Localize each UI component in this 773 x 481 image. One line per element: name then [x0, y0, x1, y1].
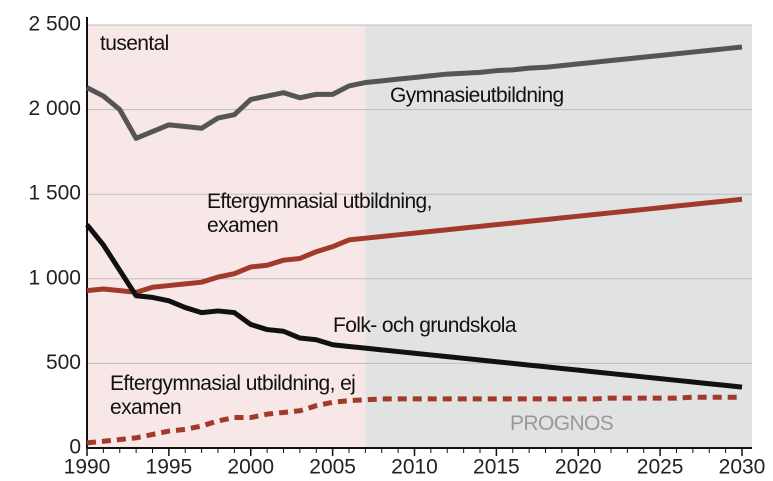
x-tick-label: 2020	[555, 456, 602, 479]
series-label: Eftergymnasial utbildning, examen	[207, 190, 432, 237]
x-tick-label: 1995	[146, 456, 193, 479]
x-tick-label: 2030	[719, 456, 766, 479]
series-label: Gymnasieutbildning	[390, 84, 564, 107]
annotation: PROGNOS	[510, 412, 614, 435]
series-line	[86, 394, 742, 446]
y-tick-label: 1 500	[28, 182, 81, 205]
y-tick-label: 1 000	[28, 266, 81, 289]
x-tick-label: 2015	[473, 456, 520, 479]
x-tick-label: 2000	[227, 456, 274, 479]
prognosis-region	[365, 25, 752, 448]
x-tick-label: 2010	[391, 456, 438, 479]
annotation: tusental	[100, 32, 169, 55]
y-tick-label: 500	[46, 351, 81, 374]
x-tick-label: 1990	[64, 456, 111, 479]
y-tick-label: 0	[69, 436, 81, 459]
series-line	[85, 44, 743, 141]
series-line	[86, 196, 743, 295]
series-label: Eftergymnasial utbildning, ej examen	[110, 372, 356, 419]
x-tick-label: 2025	[637, 456, 684, 479]
series-label: Folk- och grundskola	[333, 314, 517, 337]
series-line	[85, 223, 743, 390]
y-tick-label: 2 000	[28, 97, 81, 120]
y-tick-label: 2 500	[28, 13, 81, 36]
x-tick-label: 2005	[309, 456, 356, 479]
